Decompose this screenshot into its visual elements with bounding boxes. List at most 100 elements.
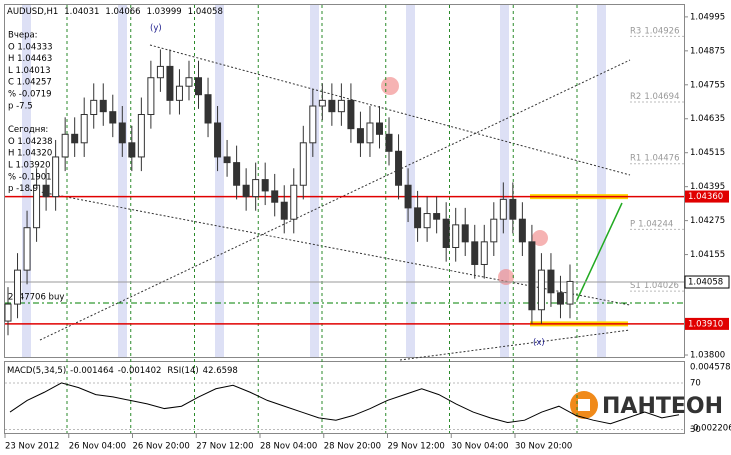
candle-body: [99, 99, 107, 113]
macd-value: -0.001402: [118, 366, 162, 376]
wave-label: (y): [150, 24, 162, 34]
candle-body: [223, 156, 231, 164]
candle-body: [214, 122, 222, 158]
info-line: Вчера:: [8, 31, 38, 41]
macd-name: MACD(5,34,5): [7, 366, 66, 376]
candle-body: [480, 241, 488, 265]
candle-body: [537, 269, 545, 311]
y-tick-label: 1.04155: [690, 250, 725, 260]
quote-value: 1.04066: [105, 7, 140, 17]
y-tick-label: 1.04395: [690, 182, 725, 192]
level-label: 1.04360: [688, 192, 723, 202]
candle-body: [204, 94, 212, 124]
trend-line: [149, 44, 631, 176]
x-tick-label: 23 Nov 2012: [5, 442, 59, 452]
session-band: [406, 5, 415, 357]
rsi-tick-label: 30: [690, 425, 701, 435]
y-tick-label: 1.04515: [690, 148, 725, 158]
candle-body: [90, 99, 98, 116]
candle-body: [33, 184, 41, 229]
candle-body: [366, 122, 374, 144]
candle-body: [442, 218, 450, 248]
marker: [381, 77, 399, 95]
session-band: [500, 5, 509, 357]
candle-body: [547, 269, 555, 294]
current-box: [684, 275, 730, 289]
level-label-box: [685, 190, 729, 203]
candle-body: [175, 85, 183, 101]
session-band: [22, 5, 31, 357]
pivot-label: R1 1.04476: [630, 153, 679, 163]
candle-body: [109, 111, 117, 124]
candle-body: [433, 213, 441, 220]
pivot-value: 1.04694: [644, 92, 679, 102]
candle-body: [185, 77, 193, 87]
candle-body: [147, 77, 155, 116]
candle-body: [423, 213, 431, 229]
candle-body: [166, 65, 174, 101]
info-line: p -7.5: [8, 101, 33, 111]
candle-body: [252, 179, 260, 198]
current-label: 1.04058: [688, 278, 723, 288]
y-tick-label: 1.04275: [690, 216, 725, 226]
candle-body: [385, 133, 393, 152]
candle-body: [242, 184, 250, 198]
info-line: p -18.9: [8, 184, 38, 194]
candle-body: [461, 224, 469, 243]
candle-body: [490, 218, 498, 243]
session-band: [310, 5, 319, 357]
pivot-value: 1.04476: [644, 153, 679, 163]
candle-body: [299, 142, 307, 186]
candle-body: [156, 65, 164, 79]
quote-value: 1.04058: [188, 7, 223, 17]
pivot-name: S1: [630, 281, 641, 291]
candle-body: [414, 207, 422, 229]
session-band: [215, 5, 224, 357]
candle-body: [404, 184, 412, 209]
arrow-line: [576, 202, 623, 301]
pivot-value: 1.04244: [638, 219, 673, 229]
sub-frame: [4, 361, 685, 434]
rsi-line: [9, 382, 680, 425]
candle-body: [528, 241, 536, 311]
candle-body: [118, 122, 126, 144]
candle-body: [137, 114, 145, 158]
info-line: L 1.03920: [8, 161, 51, 171]
pivot-label: R2 1.04694: [630, 92, 679, 102]
candle-body: [14, 269, 22, 305]
marker: [498, 269, 514, 285]
info-line: O 1.04333: [8, 42, 53, 52]
candle-body: [509, 198, 517, 220]
info-line: % -0.0719: [8, 90, 52, 100]
quote-value: 1.03999: [147, 7, 182, 17]
pivot-value: 1.04926: [644, 26, 679, 36]
info-line: Сегодня:: [8, 125, 48, 135]
x-tick-label: 28 Nov 04:00: [260, 442, 317, 452]
x-tick-label: 26 Nov 20:00: [133, 442, 190, 452]
candle-body: [71, 133, 79, 144]
candle-body: [356, 128, 364, 144]
candle-body: [52, 156, 60, 198]
x-tick-label: 30 Nov 04:00: [451, 442, 508, 452]
rsi-tick-label: 70: [690, 378, 701, 388]
x-tick-label: 26 Nov 04:00: [69, 442, 126, 452]
candle-body: [518, 218, 526, 243]
info-line: C 1.04257: [8, 78, 52, 88]
x-tick-label: 29 Nov 12:00: [388, 442, 445, 452]
y-tick-label: 1.04995: [690, 12, 725, 22]
session-band: [597, 5, 606, 357]
pivot-label: P 1.04244: [630, 219, 673, 229]
rsi-name: RSI(14): [167, 366, 198, 376]
x-tick-label: 28 Nov 20:00: [324, 442, 381, 452]
candle-body: [80, 114, 88, 144]
session-band: [118, 5, 127, 357]
candle-body: [4, 303, 12, 322]
rsi-value: 42.6598: [203, 366, 238, 376]
candle-body: [566, 280, 574, 305]
pivot-value: 1.04026: [644, 281, 679, 291]
session-bands: [22, 5, 606, 357]
info-line: H 1.04320: [8, 149, 52, 159]
x-tick-label: 30 Nov 20:00: [515, 442, 572, 452]
